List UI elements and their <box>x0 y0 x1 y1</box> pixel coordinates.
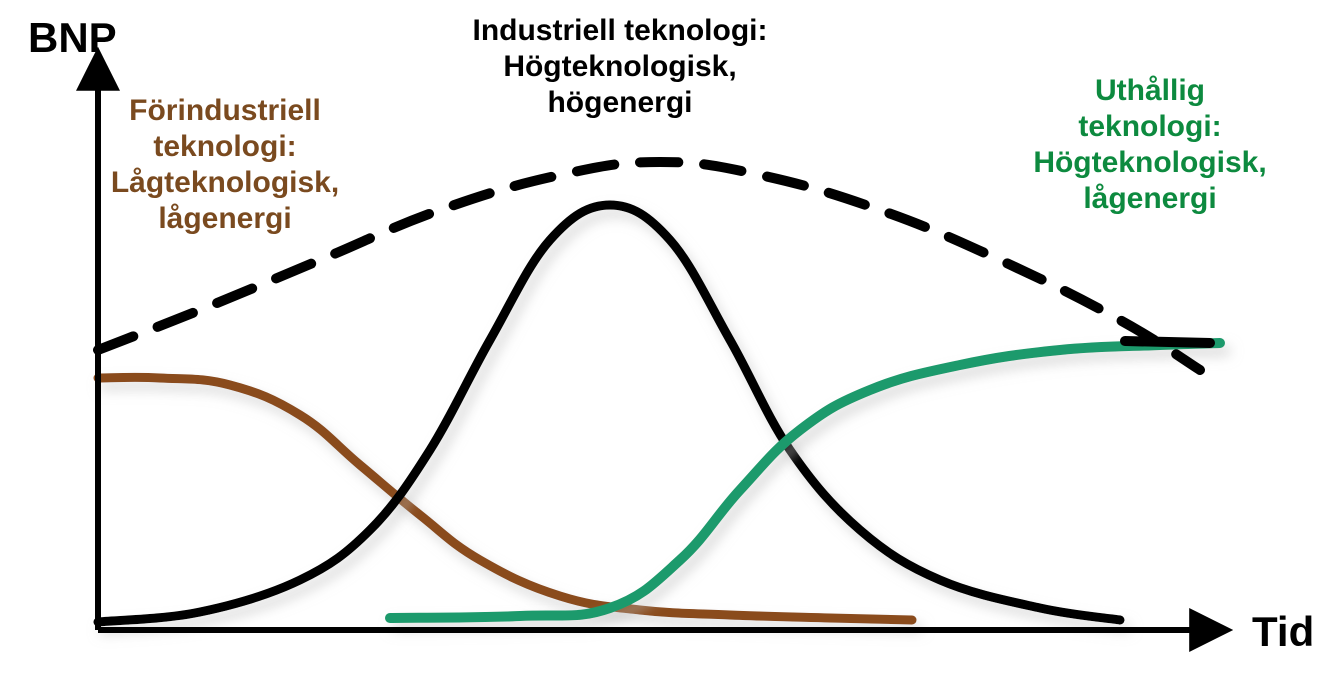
preindustrial-label-line: lågenergi <box>158 202 291 235</box>
preindustrial-label-line: teknologi: <box>153 130 296 163</box>
sustainable-label-line: Uthållig <box>1095 74 1205 107</box>
sustainable-label-line: Högteknologisk, <box>1033 146 1266 179</box>
sustainable-label-line: lågenergi <box>1083 182 1216 215</box>
preindustrial-label-line: Lågteknologisk, <box>111 166 339 199</box>
preindustrial-label-line: Förindustriell <box>129 94 321 127</box>
x-axis-label: Tid <box>1252 608 1314 655</box>
industrial-label-line: Industriell teknologi: <box>472 14 767 47</box>
technology-phases-chart: BNPTidFörindustriellteknologi:Lågteknolo… <box>0 0 1337 699</box>
y-axis-label: BNP <box>28 14 117 61</box>
industrial-label-line: högenergi <box>547 86 692 119</box>
envelope_tail-curve <box>1125 341 1210 343</box>
sustainable-label-line: teknologi: <box>1078 110 1221 143</box>
industrial-label-line: Högteknologisk, <box>503 50 736 83</box>
